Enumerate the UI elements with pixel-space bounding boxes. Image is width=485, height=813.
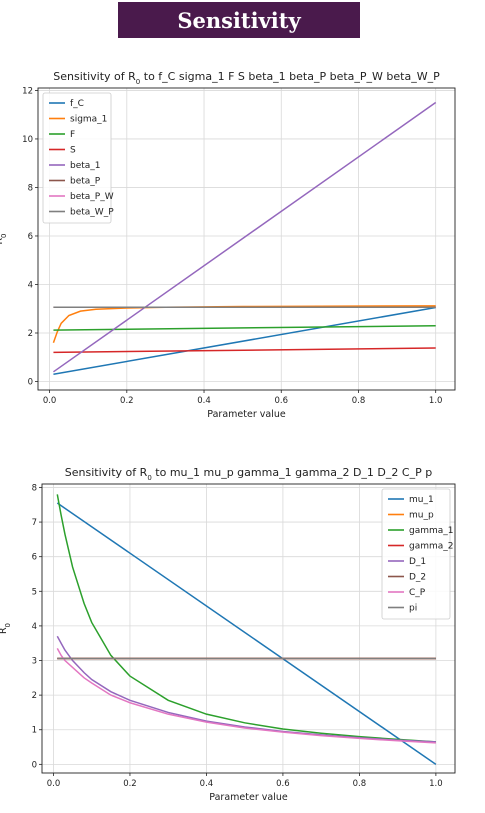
legend-label-C_P: C_P	[409, 588, 426, 598]
y-tick-label: 12	[22, 86, 33, 96]
plot-frame	[37, 87, 456, 391]
legend-label-beta_P_W: beta_P_W	[70, 192, 114, 202]
series-line-F	[53, 324, 436, 331]
x-tick-label: 0.4	[200, 779, 214, 789]
legend-box	[381, 488, 451, 620]
legend-label-mu_p: mu_p	[409, 511, 434, 521]
legend-label-f_C: f_C	[70, 99, 84, 109]
legend-label-gamma_1: gamma_1	[409, 526, 454, 536]
chart-r0-sensitivity-transmission: Sensitivity of R0 to f_C sigma_1 F S bet…	[0, 70, 456, 420]
legend-label-sigma_1: sigma_1	[70, 115, 107, 125]
y-tick-label: 8	[32, 483, 37, 493]
y-tick-label: 5	[32, 587, 37, 597]
legend-box	[42, 92, 112, 224]
legend-label-D_2: D_2	[409, 573, 426, 583]
y-tick-label: 2	[32, 691, 37, 701]
x-tick-label: 0.2	[123, 779, 137, 789]
x-tick-label: 0.0	[47, 779, 61, 789]
y-tick-label: 7	[32, 518, 37, 528]
y-tick-label: 8	[28, 183, 33, 193]
series-line-C_P	[56, 648, 436, 744]
legend: mu_1 mu_p gamma_1 gamma_2 D_1 D_2 C_Ppi	[381, 488, 454, 620]
y-tick-label: 1	[32, 726, 37, 736]
y-axis-label: R0	[0, 623, 12, 634]
x-tick-label: 1.0	[429, 779, 443, 789]
series-line-f_C	[53, 306, 436, 375]
series-line-mu_1	[56, 502, 437, 765]
y-tick-label: 2	[28, 329, 33, 339]
y-axis-label: R0	[0, 233, 8, 244]
x-axis-label: Parameter value	[207, 409, 286, 420]
legend-label-pi: pi	[409, 604, 417, 614]
legend-label-mu_1: mu_1	[409, 495, 434, 505]
legend-label-D_1: D_1	[409, 557, 426, 567]
series-line-beta_1	[53, 101, 437, 373]
legend-label-beta_P: beta_P	[70, 177, 101, 187]
legend-label-F: F	[70, 130, 75, 140]
x-tick-label: 0.4	[197, 396, 211, 406]
x-tick-label: 0.6	[276, 779, 290, 789]
plot-frame	[41, 483, 456, 774]
series-line-gamma_1	[56, 494, 436, 743]
x-tick-label: 0.8	[352, 396, 366, 406]
chart-title: Sensitivity of R0 to f_C sigma_1 F S bet…	[53, 70, 440, 86]
x-tick-label: 0.2	[120, 396, 134, 406]
y-tick-label: 0	[28, 378, 33, 388]
legend-label-beta_W_P: beta_W_P	[70, 208, 114, 218]
chart-r0-sensitivity-recovery: Sensitivity of R0 to mu_1 mu_p gamma_1 g…	[0, 466, 456, 803]
y-tick-label: 10	[22, 135, 33, 145]
x-tick-label: 1.0	[429, 396, 443, 406]
legend-label-beta_1: beta_1	[70, 161, 101, 171]
y-tick-label: 6	[28, 232, 33, 242]
legend-label-S: S	[70, 146, 76, 156]
y-tick-label: 4	[32, 622, 37, 632]
x-tick-label: 0.6	[274, 396, 288, 406]
chart-title: Sensitivity of R0 to mu_1 mu_p gamma_1 g…	[65, 466, 432, 482]
x-tick-label: 0.0	[43, 396, 57, 406]
y-tick-label: 4	[28, 280, 33, 290]
page-title: Sensitivity	[118, 2, 360, 38]
legend-label-gamma_2: gamma_2	[409, 542, 454, 552]
x-axis-label: Parameter value	[209, 792, 288, 803]
y-tick-label: 3	[32, 657, 37, 667]
y-tick-label: 6	[32, 553, 37, 563]
y-tick-label: 0	[32, 760, 37, 770]
series-line-sigma_1	[52, 305, 436, 343]
series-line-S	[53, 347, 436, 354]
x-tick-label: 0.8	[353, 779, 367, 789]
